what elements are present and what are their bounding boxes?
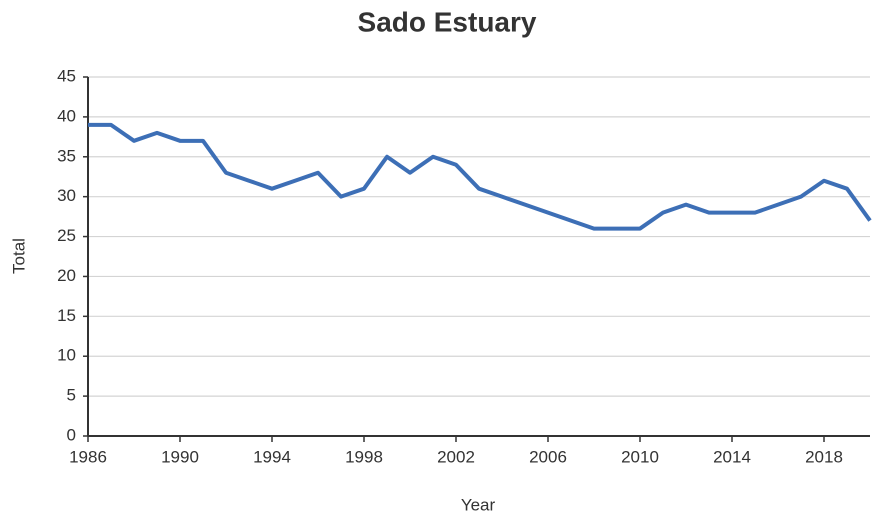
- x-tick-label: 2018: [805, 447, 843, 466]
- chart-title: Sado Estuary: [358, 6, 537, 37]
- y-tick-label: 10: [57, 346, 76, 365]
- y-tick-label: 35: [57, 146, 76, 165]
- x-tick-label: 1998: [345, 447, 383, 466]
- y-axis-label: Total: [9, 238, 28, 274]
- y-tick-label: 15: [57, 306, 76, 325]
- y-tick-label: 45: [57, 66, 76, 85]
- x-tick-label: 2006: [529, 447, 567, 466]
- y-tick-label: 30: [57, 186, 76, 205]
- data-line: [88, 122, 872, 231]
- y-tick-label: 40: [57, 106, 76, 125]
- y-tick-label: 5: [67, 386, 76, 405]
- x-tick-label: 2002: [437, 447, 475, 466]
- y-tick-label: 0: [67, 425, 76, 444]
- y-tick-label: 25: [57, 226, 76, 245]
- x-axis-label: Year: [461, 495, 496, 514]
- x-tick-label: 2010: [621, 447, 659, 466]
- x-tick-label: 1994: [253, 447, 291, 466]
- x-tick-label: 1986: [69, 447, 107, 466]
- y-tick-label: 20: [57, 266, 76, 285]
- x-tick-label: 1990: [161, 447, 199, 466]
- x-tick-label: 2014: [713, 447, 751, 466]
